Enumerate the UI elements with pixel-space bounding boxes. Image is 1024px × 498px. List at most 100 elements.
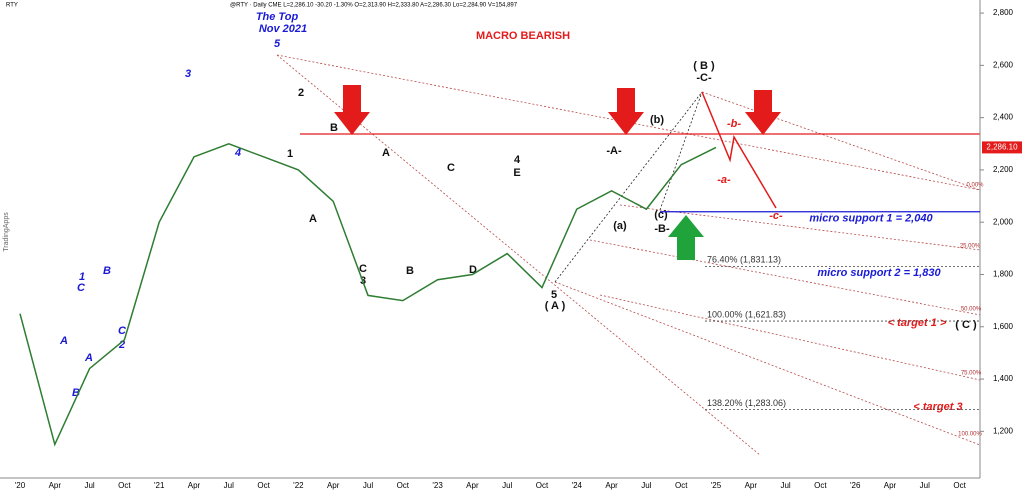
x-tick-label: Jul [363,481,373,490]
x-tick-label: Jul [641,481,651,490]
annotation: A [309,213,317,225]
x-tick-label: Apr [188,481,201,490]
annotation: ( A ) [545,300,566,312]
y-tick-label: 2,800 [993,8,1014,17]
fib-label: 76.40% (1,831.13) [707,255,781,265]
annotation: -c- [769,210,783,222]
annotation: C [447,162,455,174]
x-tick-label: Apr [327,481,340,490]
x-tick-label: Jul [224,481,234,490]
annotation: (a) [613,220,627,232]
y-tick-label: 1,400 [993,374,1014,383]
y-tick-label: 1,200 [993,426,1014,435]
annotation: B [406,265,414,277]
annotation: 5 [274,38,281,50]
x-tick-label: Oct [536,481,549,490]
x-tick-label: '25 [711,481,722,490]
annotation: -a- [717,174,731,186]
annotation: B [103,265,111,277]
annotation: 25.00% [960,244,981,250]
annotation: -B- [654,223,670,235]
up-arrow [668,215,704,260]
annotation: 1 [79,271,85,283]
annotation: -A- [606,145,622,157]
x-tick-label: '22 [293,481,304,490]
x-tick-label: Jul [84,481,94,490]
x-tick-label: '21 [154,481,165,490]
annotation: 50.00% [961,307,982,313]
annotation: (c) [654,209,668,221]
annotation: A [59,335,68,347]
annotation: ( C ) [955,319,977,331]
annotation: < target 3 [913,401,962,413]
x-tick-label: '20 [15,481,26,490]
annotation: 4 [234,147,241,159]
projection-path [701,91,777,209]
header: @RTY · Daily CME L=2,286.10 -30.20 -1.30… [230,3,518,9]
x-tick-label: Apr [49,481,62,490]
x-tick-label: Apr [605,481,618,490]
y-tick-label: 2,600 [993,60,1014,69]
x-tick-label: Apr [884,481,897,490]
x-tick-label: '23 [432,481,443,490]
support-label: micro support 1 = 2,040 [809,213,933,225]
annotation: B [330,122,338,134]
x-tick-label: Apr [466,481,479,490]
x-tick-label: Oct [118,481,131,490]
y-tick-label: 1,600 [993,322,1014,331]
fib-label: 138.20% (1,283.06) [707,398,786,408]
annotation: 100.00% [958,432,982,438]
annotation: 75.00% [961,371,982,377]
annotation: (b) [650,114,664,126]
annotation: C [77,282,86,294]
annotation: ( B ) [693,60,715,72]
y-tick-label: 1,800 [993,270,1014,279]
x-tick-label: Oct [814,481,827,490]
x-tick-label: Apr [745,481,758,490]
annotation: 5 [551,289,557,301]
annotation: E [513,167,520,179]
annotation: 2 [118,339,125,351]
x-tick-label: '24 [572,481,583,490]
annotation: 4 [514,154,521,166]
annotation: Nov 2021 [259,23,307,35]
x-tick-label: Oct [953,481,966,490]
annotation: A [382,147,390,159]
fib-label: 100.00% (1,621.83) [707,309,786,319]
annotation: 3 [185,68,191,80]
x-tick-label: Oct [257,481,270,490]
last-price-label: 2,286.10 [986,143,1018,152]
annotation: B [72,387,80,399]
y-tick-label: 2,000 [993,217,1014,226]
down-arrows [334,85,781,135]
annotation: micro support 2 = 1,830 [817,267,941,279]
x-tick-label: Jul [920,481,930,490]
annotation: < target 1 > [888,317,947,329]
last-price-box [982,141,1022,154]
y-tick-label: 2,200 [993,165,1014,174]
annotation: D [469,264,477,276]
wave-lines [554,91,703,283]
annotation: -b- [727,118,741,130]
legend-entry: RTY [6,3,18,9]
annotation: The Top [256,11,299,23]
annotation: A [84,352,93,364]
annotation: C [118,325,127,337]
annotation: 1 [287,148,293,160]
x-tick-label: Oct [397,481,410,490]
chart-title: MACRO BEARISH [476,30,570,42]
annotation: 0.00% [966,183,984,189]
x-tick-label: Jul [780,481,790,490]
price-line [19,142,717,447]
y-tick-label: 2,400 [993,113,1014,122]
annotation: C [359,263,367,275]
x-tick-label: Oct [675,481,688,490]
x-tick-label: Jul [502,481,512,490]
watermark: TradingApps [3,212,10,252]
annotation: -C- [696,72,712,84]
annotation: 2 [298,87,304,99]
x-tick-label: '26 [850,481,861,490]
